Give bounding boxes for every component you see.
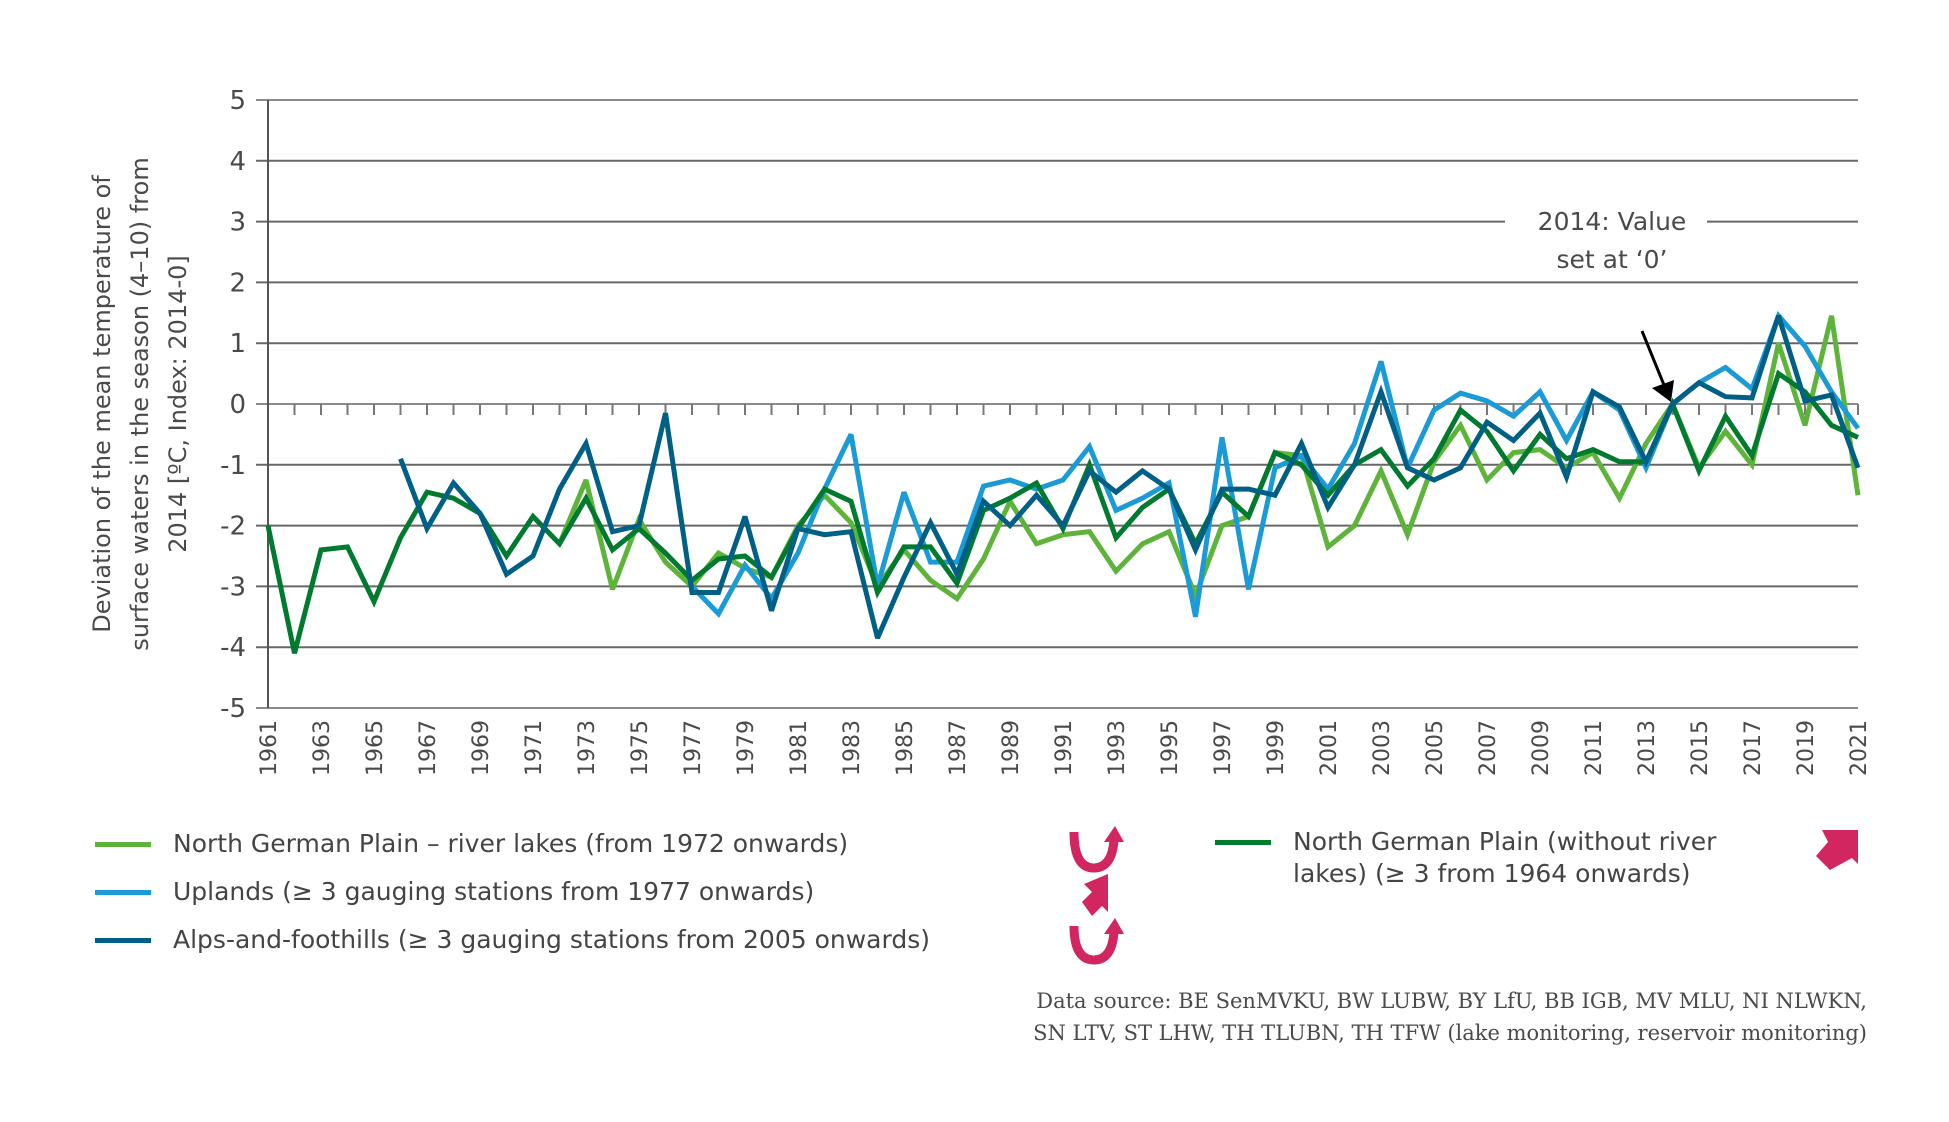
x-tick-label: 1983 xyxy=(840,720,865,776)
x-tick-label: 1965 xyxy=(363,720,388,776)
data-source: Data source: BE SenMVKU, BW LUBW, BY LfU… xyxy=(1033,985,1867,1049)
annotation-2014: 2014: Value set at ‘0’ xyxy=(1505,190,1707,276)
annotation-line-2: set at ‘0’ xyxy=(1556,245,1667,274)
x-tick-label: 2021 xyxy=(1847,720,1872,776)
x-tick-label: 1985 xyxy=(893,720,918,776)
x-tick-label: 1997 xyxy=(1211,720,1236,776)
data-source-line-2: SN LTV, ST LHW, TH TLUBN, TH TFW (lake m… xyxy=(1033,1021,1867,1045)
y-axis-label: Deviation of the mean temperature of surf… xyxy=(88,157,192,650)
x-tick-label: 2007 xyxy=(1476,720,1501,776)
x-tick-label: 1969 xyxy=(469,720,494,776)
y-axis-label-line: surface waters in the season (4–10) from xyxy=(126,157,154,650)
trend-reversal-up-icon xyxy=(1069,826,1124,873)
x-tick-label: 2013 xyxy=(1635,720,1660,776)
line-chart: 5 4 3 2 1 0 -1 -2 -3 -4 -5 1961 1963 1965 1967 1969 197… xyxy=(88,86,1872,776)
x-tick-label: 2001 xyxy=(1317,720,1342,776)
trend-reversal-up-icon xyxy=(1069,918,1124,965)
legend-swatch-uplands xyxy=(95,890,151,895)
x-tick-label: 2019 xyxy=(1794,720,1819,776)
legend-item-alps: Alps-and-foothills (≥ 3 gauging stations… xyxy=(95,924,930,956)
x-tick-label: 1967 xyxy=(416,720,441,776)
legend-swatch-river-lakes xyxy=(95,842,151,847)
x-tick-label: 1979 xyxy=(734,720,759,776)
y-tick-label: 5 xyxy=(229,86,246,116)
y-tick-label: -1 xyxy=(220,451,246,481)
x-tick-label: 1991 xyxy=(1052,720,1077,776)
x-tick-label: 2003 xyxy=(1370,720,1395,776)
x-tick-label: 1977 xyxy=(681,720,706,776)
x-axis-ticks: 1961 1963 1965 1967 1969 1971 1973 1975 1977 1979… xyxy=(257,720,1872,776)
legend-item-uplands: Uplands (≥ 3 gauging stations from 1977 … xyxy=(95,876,814,908)
gridlines xyxy=(256,99,1859,709)
legend-label: North German Plain – river lakes (from 1… xyxy=(173,829,849,858)
x-tick-label: 1963 xyxy=(310,720,335,776)
series-line xyxy=(690,310,1861,618)
x-tick-label: 1971 xyxy=(522,720,547,776)
legend-label: Uplands (≥ 3 gauging stations from 1977 … xyxy=(173,877,815,906)
x-tick-label: 1981 xyxy=(787,720,812,776)
y-axis-label-line: 2014 [ºC, Index: 2014-0] xyxy=(164,255,192,553)
data-source-line-1: Data source: BE SenMVKU, BW LUBW, BY LfU… xyxy=(1036,989,1867,1013)
y-axis-ticks: 5 4 3 2 1 0 -1 -2 -3 -4 -5 xyxy=(220,86,246,724)
x-tick-label: 1987 xyxy=(946,720,971,776)
legend-label-line-2: lakes) (≥ 3 from 1964 onwards) xyxy=(1293,859,1691,888)
x-tick-label: 1975 xyxy=(628,720,653,776)
rising-trend-icon xyxy=(1816,830,1858,870)
x-tick-label: 1993 xyxy=(1105,720,1130,776)
legend-label: Alps-and-foothills (≥ 3 gauging stations… xyxy=(173,925,930,954)
y-tick-label: 1 xyxy=(229,329,246,359)
y-tick-label: -4 xyxy=(220,633,246,663)
y-axis-label-line: Deviation of the mean temperature of xyxy=(88,175,116,633)
legend-label-line-1: North German Plain (without river xyxy=(1293,827,1717,856)
rising-trend-icon xyxy=(1082,874,1108,916)
annotation-mask xyxy=(1505,190,1707,276)
series-lines xyxy=(265,310,1861,654)
x-tick-label: 1961 xyxy=(257,720,282,776)
legend-swatch-north-german-plain xyxy=(1215,840,1271,845)
x-tick-label: 1995 xyxy=(1158,720,1183,776)
legend-label: North German Plain (without river lakes) … xyxy=(1293,826,1716,890)
x-tick-label: 1973 xyxy=(575,720,600,776)
x-tick-label: 1999 xyxy=(1264,720,1289,776)
y-tick-label: 0 xyxy=(229,390,246,420)
x-tick-label: 1989 xyxy=(999,720,1024,776)
y-tick-label: -2 xyxy=(220,512,246,542)
x-tick-label: 2017 xyxy=(1741,720,1766,776)
y-tick-label: -3 xyxy=(220,572,246,602)
series-line xyxy=(398,315,1861,640)
y-tick-label: -5 xyxy=(220,694,246,724)
legend-item-river-lakes: North German Plain – river lakes (from 1… xyxy=(95,828,848,860)
legend-swatch-alps xyxy=(95,938,151,943)
annotation-line-1: 2014: Value xyxy=(1538,207,1687,236)
x-tick-label: 2009 xyxy=(1529,720,1554,776)
x-tick-label: 2005 xyxy=(1423,720,1448,776)
y-tick-label: 2 xyxy=(229,268,246,298)
y-tick-label: 3 xyxy=(229,208,246,238)
x-tick-label: 2015 xyxy=(1688,720,1713,776)
y-tick-label: 4 xyxy=(229,147,246,177)
x-tick-label: 2011 xyxy=(1582,720,1607,776)
legend-item-north-german-plain: North German Plain (without river lakes) … xyxy=(1215,826,1716,890)
annotation-arrow-icon xyxy=(1640,330,1674,402)
